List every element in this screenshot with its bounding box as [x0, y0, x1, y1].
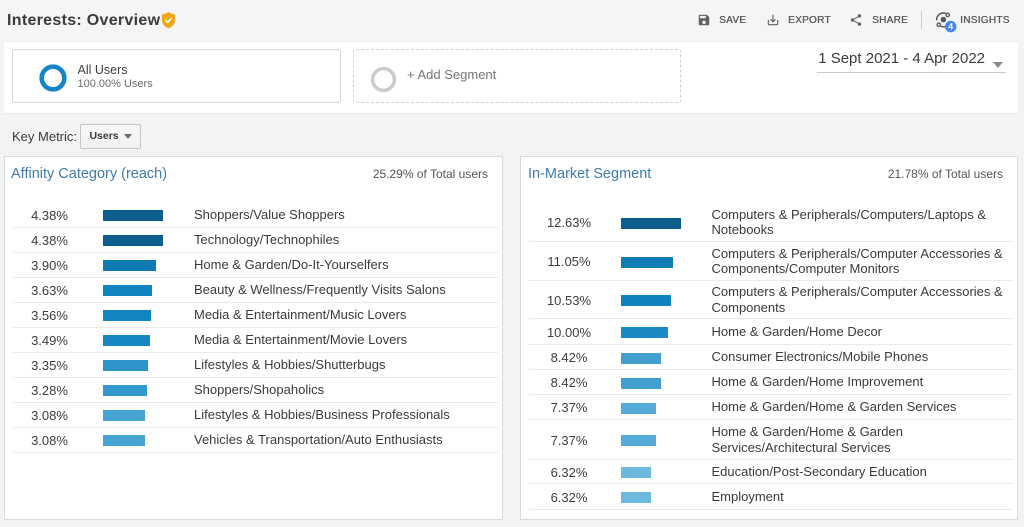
svg-text:4: 4 — [948, 22, 953, 32]
